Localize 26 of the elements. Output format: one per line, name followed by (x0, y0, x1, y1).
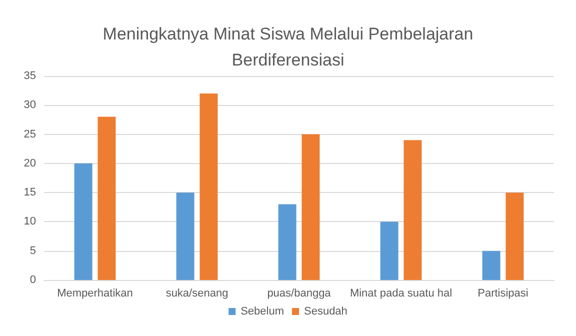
bar (278, 204, 296, 280)
x-tick-label: Memperhatikan (57, 288, 133, 300)
bar (98, 116, 116, 280)
y-tick-label: 30 (24, 99, 36, 112)
bar (200, 93, 218, 280)
y-tick-label: 20 (24, 157, 36, 170)
bar (404, 140, 422, 280)
chart-title: Meningkatnya Minat Siswa Melalui Pembelajaran Berdiferensiasi (102, 24, 474, 70)
x-tick-label: puas/bangga (267, 288, 332, 300)
y-tick-label: 35 (24, 70, 36, 82)
legend-label: Sesudah (304, 306, 348, 318)
bar (176, 192, 194, 280)
y-tick-label: 25 (24, 128, 36, 140)
x-tick-label: Partisipasi (478, 288, 528, 300)
y-tick-label: 5 (30, 244, 36, 257)
bar (506, 192, 524, 280)
bar (74, 163, 92, 280)
x-tick-label: Minat pada suatu hal (350, 288, 452, 300)
y-tick-label: 0 (30, 274, 36, 286)
y-tick-label: 10 (24, 216, 36, 228)
x-tick-label: suka/senang (166, 288, 228, 300)
bar (302, 134, 320, 280)
bar (482, 250, 500, 280)
bar (380, 222, 398, 280)
y-tick-label: 15 (24, 186, 36, 199)
legend-label: Sebelum (240, 306, 284, 318)
